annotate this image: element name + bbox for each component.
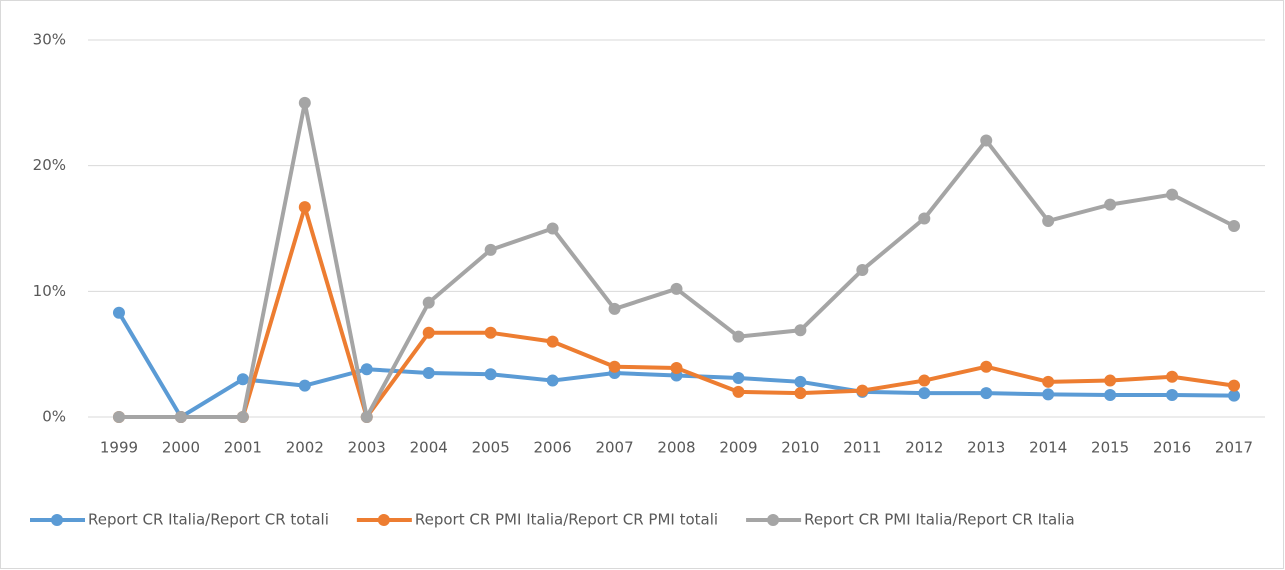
x-tick-label: 2010: [781, 439, 819, 457]
x-tick-label: 2004: [410, 439, 448, 457]
x-tick-label: 2017: [1215, 439, 1253, 457]
data-point: [1166, 188, 1179, 201]
x-tick-label: 2012: [905, 439, 943, 457]
data-point: [608, 360, 621, 373]
x-tick-label: 2007: [595, 439, 633, 457]
x-tick-label: 2013: [967, 439, 1005, 457]
x-tick-label: 2001: [224, 439, 262, 457]
data-point: [980, 134, 993, 147]
legend-label: Report CR Italia/Report CR totali: [88, 511, 329, 529]
x-tick-label: 2000: [162, 439, 200, 457]
data-point: [236, 373, 249, 386]
x-tick-label: 2005: [472, 439, 510, 457]
data-point: [298, 201, 311, 214]
x-tick-label: 2014: [1029, 439, 1067, 457]
data-point: [670, 282, 683, 295]
data-point: [236, 411, 249, 423]
data-point: [1166, 389, 1179, 402]
data-point: [918, 387, 931, 400]
y-tick-label: 20%: [33, 156, 66, 174]
x-tick-label: 2015: [1091, 439, 1129, 457]
data-point: [422, 296, 435, 309]
data-point: [1228, 379, 1241, 392]
x-tick-label: 2003: [348, 439, 386, 457]
data-point: [732, 385, 745, 398]
data-point: [422, 367, 435, 380]
x-tick-label: 2008: [657, 439, 695, 457]
data-point: [360, 363, 373, 376]
data-point: [918, 212, 931, 225]
data-point: [546, 222, 559, 235]
data-point: [1042, 214, 1055, 227]
data-point: [794, 324, 807, 337]
data-point: [1042, 375, 1055, 388]
data-point: [1042, 388, 1055, 401]
x-tick-label: 2002: [286, 439, 324, 457]
data-point: [298, 379, 311, 392]
legend-label: Report CR PMI Italia/Report CR PMI total…: [415, 511, 718, 529]
data-point: [112, 411, 125, 423]
data-point: [794, 387, 807, 400]
x-tick-label: 2009: [719, 439, 757, 457]
data-point: [794, 375, 807, 388]
legend-marker: [51, 514, 63, 526]
data-point: [608, 302, 621, 315]
data-point: [1166, 370, 1179, 383]
x-tick-label: 2016: [1153, 439, 1191, 457]
data-point: [174, 411, 187, 423]
data-point: [856, 263, 869, 276]
data-point: [980, 387, 993, 400]
x-tick-label: 2006: [534, 439, 572, 457]
data-point: [918, 374, 931, 387]
data-point: [422, 326, 435, 339]
data-point: [1228, 389, 1241, 402]
data-point: [484, 243, 497, 256]
legend-label: Report CR PMI Italia/Report CR Italia: [804, 511, 1075, 529]
data-point: [484, 326, 497, 339]
y-tick-label: 0%: [42, 408, 66, 426]
data-point: [980, 360, 993, 373]
data-point: [1104, 389, 1117, 402]
data-point: [484, 368, 497, 381]
data-point: [360, 411, 373, 423]
data-point: [732, 330, 745, 343]
data-point: [546, 374, 559, 387]
data-point: [1104, 374, 1117, 387]
x-tick-label: 2011: [843, 439, 881, 457]
data-point: [732, 372, 745, 385]
y-tick-label: 30%: [33, 31, 66, 49]
data-point: [112, 306, 125, 319]
data-point: [546, 335, 559, 348]
data-point: [670, 361, 683, 374]
legend-marker: [377, 514, 390, 526]
data-point: [1228, 219, 1241, 232]
legend-marker: [767, 514, 780, 526]
x-tick-label: 1999: [100, 439, 138, 457]
y-tick-label: 10%: [33, 282, 66, 300]
data-point: [856, 384, 869, 397]
data-point: [298, 96, 311, 109]
data-point: [1104, 198, 1117, 211]
